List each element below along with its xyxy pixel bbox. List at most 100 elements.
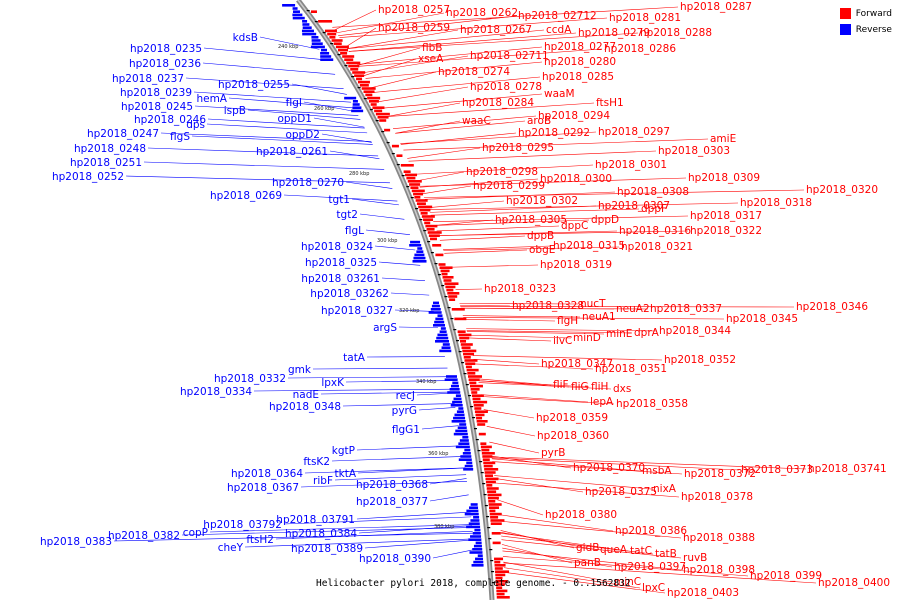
forward-gene-label[interactable]: hp2018_0359 xyxy=(536,412,608,424)
forward-gene-feature[interactable] xyxy=(416,202,426,205)
forward-gene-feature[interactable] xyxy=(379,119,387,122)
reverse-gene-label[interactable]: oppD2 xyxy=(285,129,320,141)
forward-gene-feature[interactable] xyxy=(494,564,506,567)
forward-gene-feature[interactable] xyxy=(494,567,503,570)
forward-gene-feature[interactable] xyxy=(372,106,385,109)
reverse-gene-feature[interactable] xyxy=(447,391,461,394)
forward-gene-label[interactable]: hp2018_0280 xyxy=(544,56,616,68)
forward-gene-feature[interactable] xyxy=(487,490,497,493)
forward-gene-feature[interactable] xyxy=(465,365,472,369)
reverse-gene-feature[interactable] xyxy=(462,436,469,439)
reverse-gene-label[interactable]: hp2018_0245 xyxy=(121,101,193,113)
reverse-gene-feature[interactable] xyxy=(471,564,484,567)
reverse-gene-feature[interactable] xyxy=(450,404,463,407)
forward-gene-label[interactable]: hp2018_0274 xyxy=(438,66,510,78)
forward-gene-feature[interactable] xyxy=(487,496,499,500)
reverse-gene-label[interactable]: hp2018_0239 xyxy=(120,87,192,99)
forward-gene-label[interactable]: nucT xyxy=(580,298,606,310)
reverse-gene-label[interactable]: hp2018_0269 xyxy=(210,190,282,202)
forward-gene-label[interactable]: hp2018_0300 xyxy=(540,173,612,185)
forward-gene-label[interactable]: hp2018_0308 xyxy=(617,186,689,198)
reverse-gene-label[interactable]: hp2018_0270 xyxy=(272,177,344,189)
forward-gene-feature[interactable] xyxy=(440,269,450,273)
reverse-gene-label[interactable]: hp2018_03792 xyxy=(203,519,282,531)
reverse-gene-feature[interactable] xyxy=(475,541,482,545)
forward-gene-label[interactable]: hp2018_0344 xyxy=(659,325,731,337)
forward-gene-feature[interactable] xyxy=(490,519,505,522)
reverse-gene-label[interactable]: hp2018_0368 xyxy=(356,479,428,491)
forward-gene-feature[interactable] xyxy=(425,224,438,228)
forward-gene-label[interactable]: lepA xyxy=(590,396,614,408)
forward-gene-feature[interactable] xyxy=(489,512,502,516)
forward-gene-label[interactable]: hp2018_0302 xyxy=(506,195,578,207)
reverse-gene-label[interactable]: hp2018_0383 xyxy=(40,536,112,548)
forward-gene-feature[interactable] xyxy=(318,20,333,23)
reverse-gene-feature[interactable] xyxy=(437,314,443,317)
forward-gene-label[interactable]: hp2018_0346 xyxy=(796,301,868,313)
reverse-gene-feature[interactable] xyxy=(445,375,457,378)
forward-gene-feature[interactable] xyxy=(464,359,478,362)
reverse-gene-label[interactable]: tgt1 xyxy=(328,194,350,206)
forward-gene-feature[interactable] xyxy=(365,93,373,97)
reverse-gene-feature[interactable] xyxy=(436,336,449,340)
forward-gene-label[interactable]: panB xyxy=(574,557,601,569)
forward-gene-feature[interactable] xyxy=(310,10,317,13)
forward-gene-feature[interactable] xyxy=(463,356,471,359)
forward-gene-feature[interactable] xyxy=(367,96,381,100)
forward-gene-feature[interactable] xyxy=(374,109,383,113)
forward-gene-feature[interactable] xyxy=(370,103,377,106)
forward-gene-feature[interactable] xyxy=(483,461,496,465)
reverse-gene-label[interactable]: hp2018_0247 xyxy=(87,128,159,140)
forward-gene-label[interactable]: flbB xyxy=(422,42,442,54)
forward-gene-feature[interactable] xyxy=(486,484,493,487)
forward-gene-label[interactable]: hp2018_0318 xyxy=(740,197,812,209)
reverse-gene-feature[interactable] xyxy=(470,535,482,538)
reverse-gene-feature[interactable] xyxy=(302,26,312,29)
forward-gene-feature[interactable] xyxy=(474,407,482,410)
forward-gene-label[interactable]: hp2018_0287 xyxy=(680,1,752,13)
reverse-gene-feature[interactable] xyxy=(473,544,482,548)
forward-gene-feature[interactable] xyxy=(477,423,486,426)
forward-gene-feature[interactable] xyxy=(463,352,475,356)
reverse-gene-label[interactable]: hp2018_0237 xyxy=(112,73,184,85)
reverse-gene-feature[interactable] xyxy=(292,13,303,17)
forward-gene-label[interactable]: hp2018_02712 xyxy=(518,10,597,22)
reverse-gene-label[interactable]: ftsH2 xyxy=(246,534,274,546)
forward-gene-feature[interactable] xyxy=(346,61,361,65)
reverse-gene-feature[interactable] xyxy=(292,10,300,13)
forward-gene-feature[interactable] xyxy=(476,416,483,420)
forward-gene-label[interactable]: hp2018_0323 xyxy=(484,283,556,295)
forward-gene-label[interactable]: hp2018_03741 xyxy=(808,463,887,475)
forward-gene-feature[interactable] xyxy=(481,452,495,455)
forward-gene-feature[interactable] xyxy=(441,272,448,276)
reverse-gene-label[interactable]: hp2018_0236 xyxy=(129,58,201,70)
forward-gene-feature[interactable] xyxy=(447,292,460,295)
forward-gene-label[interactable]: dppD xyxy=(591,214,619,226)
reverse-gene-label[interactable]: tatA xyxy=(343,352,366,364)
forward-gene-feature[interactable] xyxy=(357,80,370,84)
forward-gene-feature[interactable] xyxy=(448,295,458,298)
reverse-gene-label[interactable]: hp2018_0252 xyxy=(52,171,124,183)
forward-gene-feature[interactable] xyxy=(451,308,465,311)
forward-gene-feature[interactable] xyxy=(350,68,359,71)
reverse-gene-feature[interactable] xyxy=(457,426,467,429)
forward-gene-label[interactable]: fliG xyxy=(571,381,589,393)
forward-gene-feature[interactable] xyxy=(473,404,484,407)
forward-gene-feature[interactable] xyxy=(460,343,473,346)
reverse-gene-feature[interactable] xyxy=(466,461,473,465)
forward-gene-label[interactable]: xseA xyxy=(418,53,444,65)
reverse-gene-feature[interactable] xyxy=(434,320,445,324)
forward-gene-feature[interactable] xyxy=(496,596,510,599)
reverse-gene-label[interactable]: kgtP xyxy=(332,445,355,457)
forward-gene-label[interactable]: hp2018_0292 xyxy=(518,127,590,139)
forward-gene-label[interactable]: hp2018_0309 xyxy=(688,172,760,184)
reverse-gene-label[interactable]: hp2018_0390 xyxy=(359,553,431,565)
reverse-gene-feature[interactable] xyxy=(466,509,479,513)
reverse-gene-feature[interactable] xyxy=(417,247,423,250)
forward-gene-feature[interactable] xyxy=(340,52,348,55)
reverse-gene-label[interactable]: hp2018_0246 xyxy=(134,114,206,126)
forward-gene-label[interactable]: hp2018_0372 xyxy=(684,468,756,480)
forward-gene-label[interactable]: ilvC xyxy=(553,335,572,347)
reverse-gene-label[interactable]: hp2018_0334 xyxy=(180,386,252,398)
forward-gene-label[interactable]: hp2018_0301 xyxy=(595,159,667,171)
